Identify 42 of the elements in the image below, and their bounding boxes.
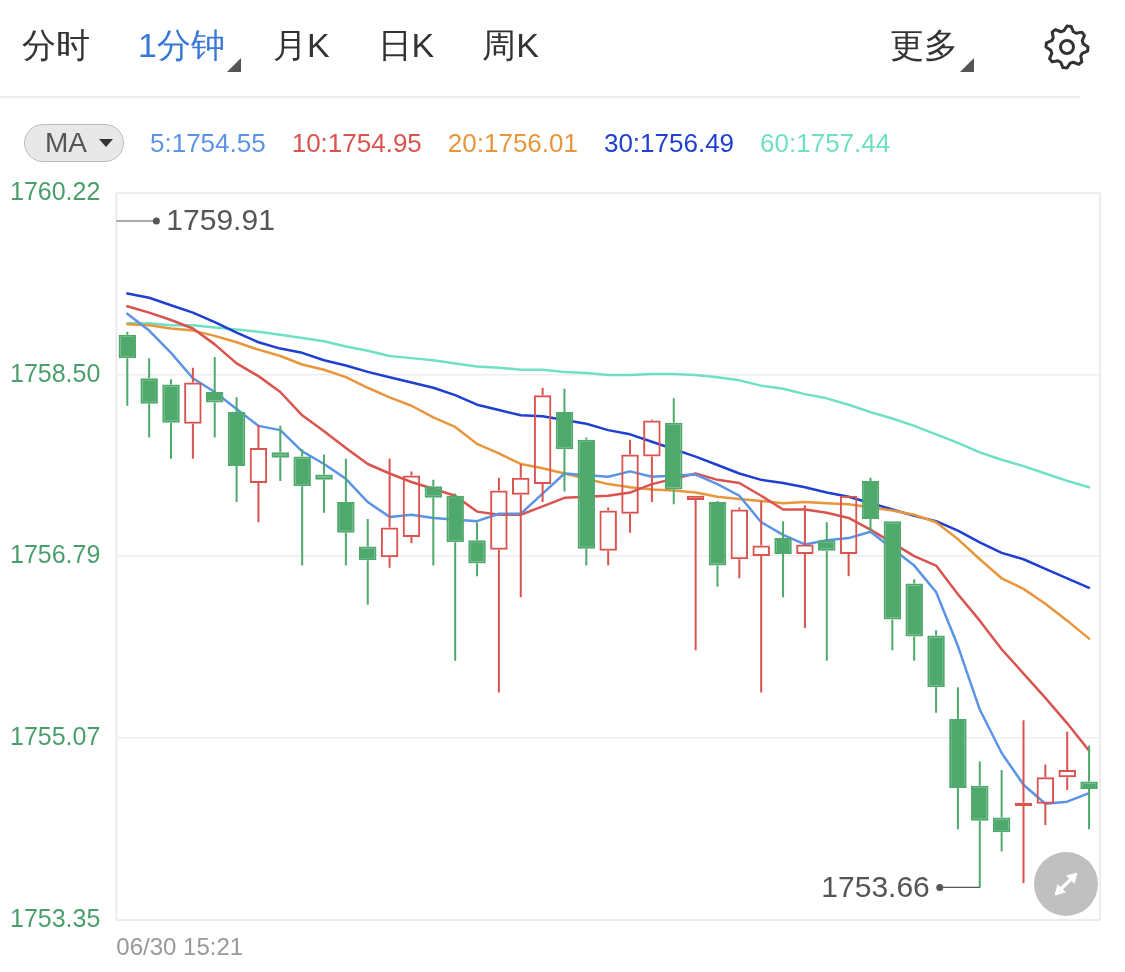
- y-tick-label: 1755.07: [10, 722, 101, 751]
- candlestick: [818, 521, 836, 662]
- candlestick: [293, 448, 311, 567]
- legend-title: MA: [45, 127, 87, 159]
- candlestick: [861, 476, 880, 532]
- y-tick-label: 1760.22: [10, 176, 101, 205]
- candlestick: [665, 397, 683, 506]
- candlestick: [971, 760, 989, 889]
- text: 60:1757.44: [760, 127, 891, 159]
- y-tick-label: 1756.79: [10, 539, 101, 568]
- candlestick: [883, 521, 902, 652]
- annotation: 1753.66: [821, 869, 930, 903]
- text: 30:1756.49: [603, 127, 735, 159]
- candlestick: [446, 492, 464, 662]
- y-tick-label: 1753.35: [10, 904, 101, 933]
- text: 20:1756.01: [447, 127, 578, 159]
- candlestick: [271, 424, 290, 482]
- annotation: 1759.91: [166, 203, 275, 237]
- text: 更多: [890, 25, 958, 66]
- y-tick-label: 1758.50: [10, 358, 101, 387]
- candlestick: [927, 629, 945, 714]
- candlestick: [140, 357, 158, 439]
- text: 10:1754.95: [291, 127, 422, 159]
- text: 1分钟: [138, 25, 225, 66]
- candlestick: [555, 387, 574, 493]
- text: 日K: [377, 25, 435, 66]
- candlestick: [905, 578, 923, 662]
- candlestick: [227, 396, 246, 504]
- text: 周K: [482, 25, 539, 66]
- dropdown-button: MA: [24, 124, 124, 162]
- x-axis-title: 06/30 15:21: [116, 933, 244, 961]
- candlestick: [118, 330, 137, 407]
- candlestick: [1080, 744, 1098, 831]
- candlestick: [949, 686, 967, 831]
- candlestick: [162, 378, 180, 460]
- candlestick: [337, 457, 355, 567]
- candlestick: [577, 436, 596, 567]
- text: 月K: [272, 25, 330, 66]
- candlestick: [468, 521, 486, 578]
- text: 5:1754.55: [150, 127, 266, 159]
- text: 分时: [22, 25, 90, 66]
- candlestick: [1014, 719, 1033, 885]
